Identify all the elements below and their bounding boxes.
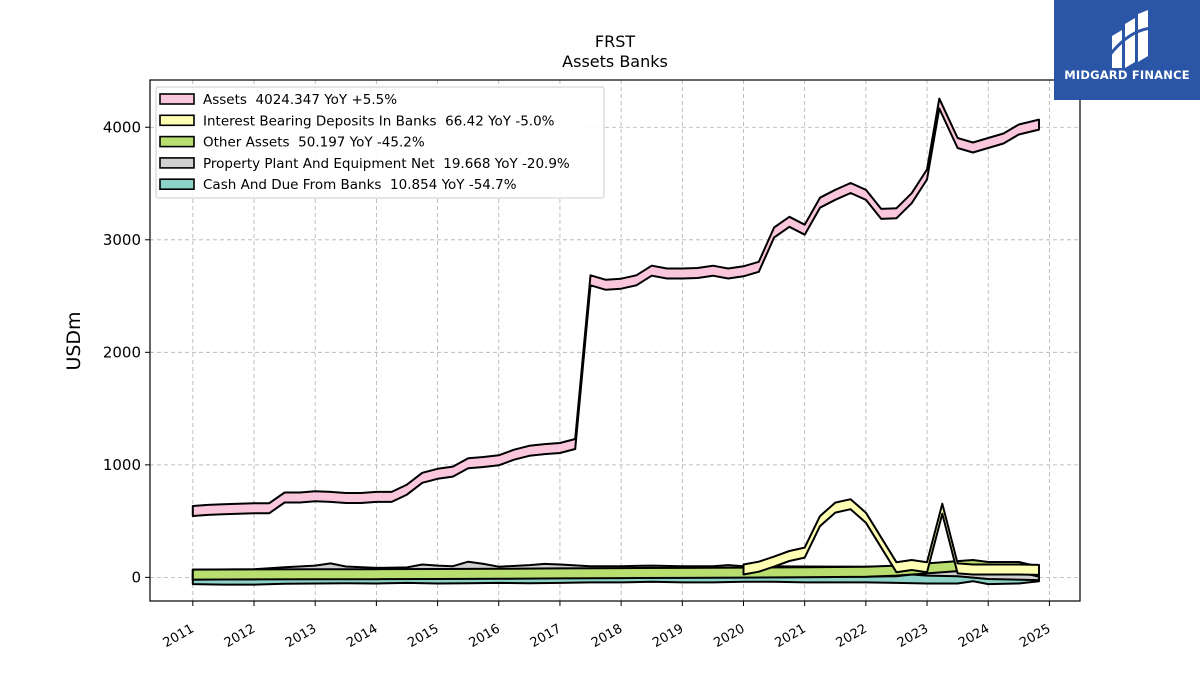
legend-entry: Cash And Due From Banks 10.854 YoY -54.7… bbox=[203, 177, 517, 193]
legend-entry: Assets 4024.347 YoY +5.5% bbox=[203, 92, 397, 108]
x-tick-label: 2020 bbox=[711, 621, 747, 651]
y-tick-label: 0 bbox=[131, 568, 141, 586]
x-tick-label: 2023 bbox=[895, 621, 931, 651]
x-tick-label: 2013 bbox=[283, 621, 319, 651]
brand-emblem-icon bbox=[1107, 10, 1153, 68]
x-tick-label: 2021 bbox=[773, 621, 809, 651]
y-tick-label: 3000 bbox=[103, 231, 141, 249]
plot-frame bbox=[149, 79, 1081, 602]
x-tick-label: 2012 bbox=[222, 621, 258, 651]
brand-name: MIDGARD FINANCE bbox=[1064, 68, 1190, 82]
y-tick-label: 1000 bbox=[103, 456, 141, 474]
legend-swatch bbox=[159, 157, 195, 169]
x-tick-label: 2018 bbox=[589, 621, 625, 651]
x-tick-label: 2024 bbox=[956, 621, 992, 651]
series-other-assets bbox=[191, 559, 1040, 581]
x-tick-label: 2015 bbox=[405, 621, 441, 651]
x-tick-label: 2011 bbox=[161, 621, 197, 651]
legend-entry: Other Assets 50.197 YoY -45.2% bbox=[203, 135, 425, 151]
y-tick-label: 4000 bbox=[103, 118, 141, 136]
legend-entry: Interest Bearing Deposits In Banks 66.42… bbox=[203, 113, 555, 129]
x-tick-label: 2022 bbox=[834, 621, 870, 651]
brand-logo: MIDGARD FINANCE bbox=[1054, 0, 1200, 100]
legend-box bbox=[155, 86, 605, 199]
legend-swatch bbox=[159, 135, 195, 148]
x-tick-label: 2019 bbox=[650, 621, 686, 651]
series-assets bbox=[191, 97, 1040, 517]
chart-title: FRST bbox=[595, 32, 635, 51]
x-tick-label: 2017 bbox=[528, 621, 564, 651]
legend-swatch bbox=[159, 93, 195, 105]
series-layer bbox=[191, 97, 1040, 586]
x-tick-label: 2016 bbox=[467, 621, 503, 651]
chart-subtitle: Assets Banks bbox=[562, 52, 668, 71]
series-interest-bearing-deposits-in-banks bbox=[742, 498, 1040, 576]
y-axis-label: USDm bbox=[63, 311, 85, 370]
legend-swatch bbox=[159, 178, 195, 190]
x-tick-label: 2014 bbox=[344, 621, 380, 651]
y-tick-label: 2000 bbox=[103, 343, 141, 361]
legend-entry: Property Plant And Equipment Net 19.668 … bbox=[203, 156, 570, 172]
legend-swatch bbox=[159, 114, 195, 127]
legend: Assets 4024.347 YoY +5.5% Interest Bearin… bbox=[155, 86, 605, 199]
x-tick-label: 2025 bbox=[1017, 621, 1053, 651]
